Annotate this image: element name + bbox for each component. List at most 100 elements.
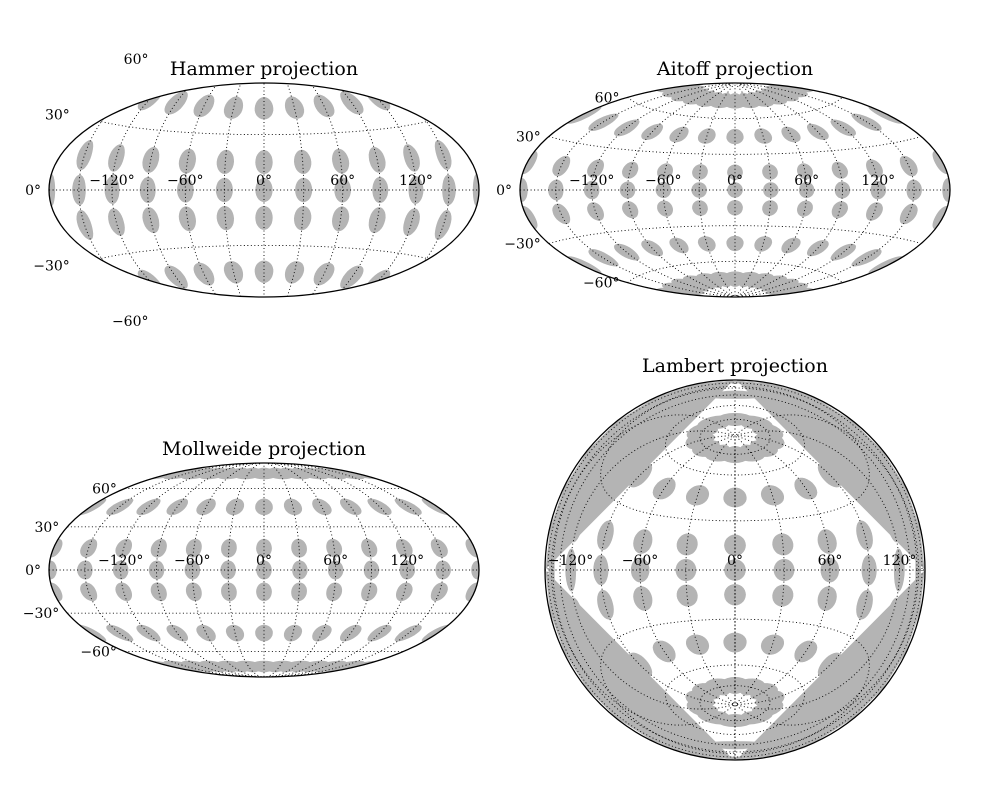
lambert-lon-label--60: −60°	[622, 553, 659, 569]
marker-lon180-lat15	[932, 150, 948, 175]
marker-lon180-lat-75	[766, 287, 814, 296]
marker-lon-180-lat15	[50, 538, 63, 558]
marker-lon180-lat0	[942, 177, 950, 203]
marker-lon120-lat-75	[290, 319, 329, 335]
aitoff-title: Aitoff projection	[656, 58, 813, 80]
marker-lon-150-lat15	[76, 140, 94, 170]
marker-lon-150-lat-45	[637, 709, 681, 734]
marker-lon90-lat-15	[368, 207, 386, 234]
marker-lon-150-lat45	[106, 498, 134, 516]
marker-lon-150-lat-45	[114, 275, 145, 297]
parallel--60	[665, 664, 805, 735]
hammer-markers	[49, 43, 479, 337]
marker-lon-30-lat45	[225, 498, 245, 516]
marker-lon90-lat-15	[361, 582, 378, 602]
parallel--30	[77, 244, 450, 267]
hammer-lat-label--30: −30°	[33, 259, 70, 275]
marker-lon150-lat-75	[294, 323, 338, 337]
marker-lon-30-lat-75	[238, 311, 262, 330]
marker-lon0-lat45	[723, 487, 747, 508]
mollweide-map-body	[49, 463, 479, 677]
meridian--30	[685, 436, 735, 704]
marker-lon150-lat15	[899, 155, 918, 177]
marker-lon-90-lat-75	[682, 275, 715, 290]
marker-lon-150-lat75	[190, 43, 234, 57]
meridian-150	[276, 463, 444, 677]
marker-lon60-lat-45	[312, 624, 332, 642]
marker-lon-90-lat45	[641, 123, 663, 140]
marker-lon-120-lat-45	[614, 243, 640, 261]
marker-lon-150-lat45	[114, 83, 145, 105]
marker-lon0-lat15	[256, 538, 272, 558]
marker-lon-120-lat75	[671, 88, 710, 102]
marker-lon120-lat-45	[830, 243, 856, 261]
lambert-map-body	[545, 380, 925, 760]
marker-lon180-lat15	[735, 380, 818, 401]
marker-lon150-lat45	[383, 83, 414, 105]
meridian--120	[591, 83, 732, 297]
parallel--60	[156, 296, 372, 297]
marker-lon-30-lat-15	[692, 200, 708, 216]
marker-lon90-lat-45	[340, 624, 362, 642]
marker-lon-180-lat15	[522, 150, 538, 175]
marker-lon180-lat45	[735, 390, 764, 399]
marker-lon-30-lat45	[686, 485, 710, 506]
aitoff-lon-label--120: −120°	[569, 173, 614, 189]
marker-lon0-lat-45	[254, 260, 274, 283]
marker-lon-60-lat15	[185, 538, 202, 558]
marker-lon180-lat15	[465, 538, 478, 558]
parallel--30	[548, 225, 921, 244]
meridian-120	[736, 430, 900, 710]
marker-lon-180-lat-45	[566, 256, 602, 274]
hammer-lat-label-0: 0°	[25, 183, 41, 199]
marker-lon90-lat-45	[340, 265, 364, 289]
mollweide-lon-label--60: −60°	[174, 553, 211, 569]
mollweide-lat-label--30: −30°	[23, 606, 60, 622]
marker-lon-120-lat45	[136, 498, 161, 516]
marker-lon-150-lat15	[552, 155, 571, 177]
marker-lon-180-lat45	[706, 390, 735, 399]
marker-lon-60-lat-15	[185, 582, 202, 602]
marker-lon120-lat0	[399, 560, 416, 580]
marker-lon-60-lat45	[669, 126, 689, 143]
parallel--75	[699, 685, 771, 722]
hammer-lon-label-120: 120°	[399, 173, 433, 189]
marker-lon-180-lat45	[79, 498, 107, 516]
meridian-150	[735, 414, 919, 726]
marker-lon-60-lat-75	[224, 313, 251, 331]
marker-lon180-lat0	[472, 172, 479, 208]
marker-lon0-lat45	[255, 498, 273, 516]
marker-lon60-lat15	[797, 163, 813, 180]
marker-lon60-lat-15	[817, 586, 837, 611]
marker-lon60-lat-45	[313, 262, 335, 286]
meridian-30	[735, 436, 785, 704]
lambert-lon-label--120: −120°	[548, 553, 593, 569]
marker-lon90-lat-15	[831, 201, 848, 219]
marker-lon-30-lat45	[223, 96, 244, 119]
marker-lon90-lat0	[372, 176, 389, 204]
marker-lon-150-lat0	[72, 174, 86, 206]
marker-lon0-lat-15	[724, 584, 746, 606]
marker-lon-90-lat0	[148, 560, 165, 580]
marker-lon-60-lat15	[178, 148, 196, 174]
lambert-lon-label-60: 60°	[818, 553, 843, 569]
marker-lon150-lat75	[294, 43, 338, 57]
marker-lon-180-lat45	[95, 83, 131, 97]
limb-ring-0	[559, 394, 911, 746]
marker-lon-150-lat-75	[190, 323, 234, 337]
marker-lon-180-lat-15	[522, 205, 538, 230]
marker-lon-30-lat15	[692, 164, 708, 180]
marker-lon60-lat-45	[781, 237, 801, 254]
hammer-lon-label-0: 0°	[256, 173, 272, 189]
marker-lon0-lat-45	[726, 235, 744, 252]
marker-lon-120-lat15	[115, 538, 132, 558]
marker-lon90-lat-75	[755, 275, 788, 290]
marker-lon60-lat-15	[797, 200, 813, 217]
marker-lon-150-lat75	[163, 467, 213, 480]
marker-lon-90-lat-15	[150, 582, 167, 602]
marker-lon-30-lat-45	[686, 634, 710, 655]
marker-lon180-lat45	[868, 106, 904, 124]
meridian-60	[736, 83, 808, 297]
mollweide-title: Mollweide projection	[162, 438, 366, 460]
parallel--30	[600, 618, 870, 754]
